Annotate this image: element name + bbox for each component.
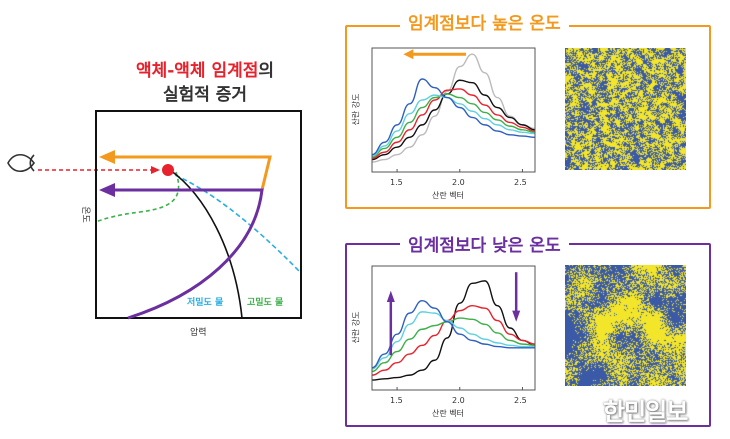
arrowhead [512,310,521,322]
eye-icon [7,153,35,173]
arrowhead [386,290,395,302]
series-line-1 [371,304,536,376]
series-line-1 [371,79,536,161]
scattering-chart-above [371,47,536,173]
title-highlight: 액체-액체 임계점 [135,61,259,81]
series-line-3 [371,311,535,370]
x-tick-2.0: 2.0 [452,178,465,187]
low-density-label: 저밀도 물 [187,298,224,308]
x-tick-2.5: 2.5 [514,396,527,405]
series-line-4 [371,94,536,157]
plot-frame [95,110,302,319]
scattering-chart-below [371,265,536,391]
phase-diagram [7,110,302,320]
diagram-subtitle: 실험적 증거 [162,85,248,105]
series-line-3 [371,93,536,158]
series-line-0 [371,53,536,163]
y-axis-label: 온도 [79,206,90,223]
x-axis-label: 압력 [190,328,207,338]
high-density-label: 고밀도 물 [247,298,284,308]
series-line-0 [371,280,536,381]
series-line-2 [371,317,536,373]
diagram-title: 액체-액체 임계점의 [100,56,310,81]
high-density-line [95,171,180,223]
panel-below-title: 임계점보다 낮은 온도 [400,231,569,256]
panel-above-title: 임계점보다 높은 온도 [400,9,569,34]
plot-frame [371,47,536,173]
simulation-image-below [565,265,686,386]
below-critical-path [112,188,264,320]
plot-frame [371,265,536,391]
x-axis-label: 산란 벡터 [432,191,464,200]
x-axis-label: 산란 벡터 [432,409,464,418]
purple-arrowhead [99,183,115,197]
arrowhead [403,49,414,60]
coexistence-line [169,169,243,319]
series-line-4 [371,300,535,369]
simulation-image-above [565,48,686,170]
x-tick-1.5: 1.5 [390,396,403,405]
orange-arrowhead [99,150,115,164]
low-density-line [167,171,301,273]
series-line-2 [371,88,536,160]
above-critical-path [112,155,272,191]
watermark-logo: 한민일보 [603,398,688,426]
series-line-5 [371,78,536,156]
x-tick-1.5: 1.5 [390,178,403,187]
critical-point [162,164,174,176]
y-axis-label: 산란 강도 [351,93,361,126]
title-suffix: 의 [258,61,275,81]
x-tick-2.0: 2.0 [452,396,465,405]
x-tick-2.5: 2.5 [514,178,527,187]
observation-arrowhead [151,166,160,174]
y-axis-label: 산란 강도 [351,311,361,344]
